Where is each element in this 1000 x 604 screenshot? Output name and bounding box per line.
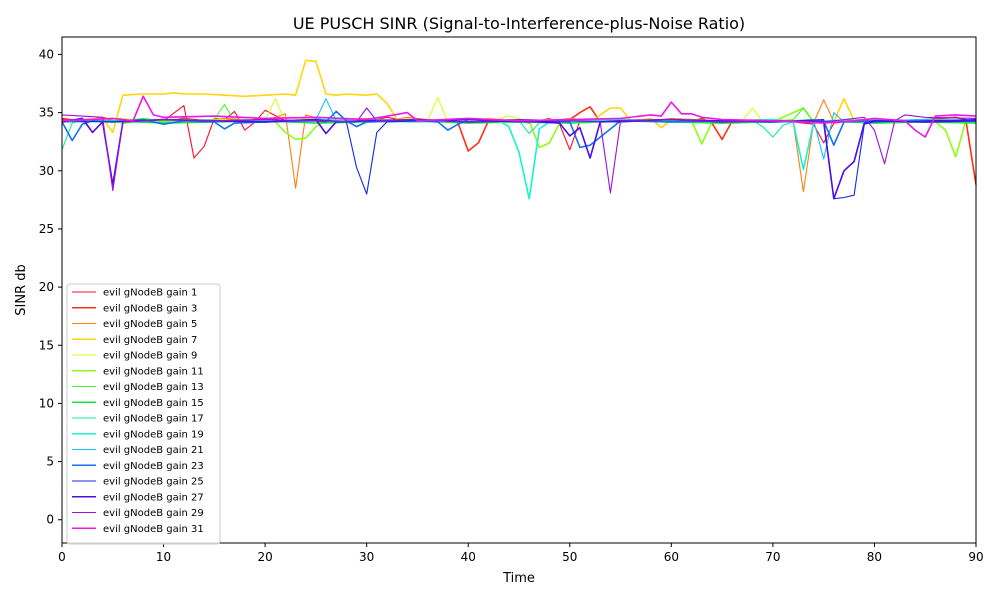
- legend-label: evil gNodeB gain 7: [103, 335, 197, 346]
- y-tick-label: 40: [39, 47, 54, 61]
- y-tick-label: 15: [39, 338, 54, 352]
- y-tick-label: 35: [39, 106, 54, 120]
- y-tick-label: 20: [39, 280, 54, 294]
- legend-label: evil gNodeB gain 3: [103, 303, 197, 314]
- plot-series-group: [61, 59, 977, 200]
- x-tick-label: 20: [257, 550, 272, 564]
- legend-label: evil gNodeB gain 5: [103, 319, 197, 330]
- x-axis-label: Time: [502, 571, 535, 586]
- legend-label: evil gNodeB gain 11: [103, 366, 204, 377]
- legend-label: evil gNodeB gain 25: [103, 477, 204, 488]
- legend-label: evil gNodeB gain 17: [103, 414, 204, 425]
- x-tick-label: 90: [968, 550, 983, 564]
- legend-label: evil gNodeB gain 19: [103, 429, 204, 440]
- y-tick-label: 0: [46, 513, 54, 527]
- x-tick-label: 30: [359, 550, 374, 564]
- series-line-16: [61, 95, 977, 138]
- series-line-3: [61, 99, 976, 193]
- legend-label: evil gNodeB gain 29: [103, 508, 204, 519]
- legend-label: evil gNodeB gain 1: [103, 288, 197, 299]
- x-tick-label: 0: [58, 550, 66, 564]
- legend-label: evil gNodeB gain 23: [103, 461, 204, 472]
- x-tick-label: 50: [562, 550, 577, 564]
- legend-label: evil gNodeB gain 15: [103, 398, 204, 409]
- y-axis: 0 5 10 15 20 25 30 35 40: [39, 47, 62, 527]
- legend-box: [66, 283, 221, 545]
- series-line-14: [61, 117, 977, 200]
- y-tick-label: 10: [39, 396, 54, 410]
- chart-title: UE PUSCH SINR (Signal-to-Interference-pl…: [293, 14, 745, 33]
- legend: evil gNodeB gain 1 evil gNodeB gain 3 evil…: [66, 283, 221, 545]
- y-tick-label: 25: [39, 222, 54, 236]
- plot-frame: [61, 36, 977, 544]
- y-tick-label: 5: [46, 455, 54, 469]
- legend-label: evil gNodeB gain 21: [103, 445, 204, 456]
- x-tick-label: 40: [461, 550, 476, 564]
- x-tick-label: 60: [664, 550, 679, 564]
- x-tick-label: 70: [765, 550, 780, 564]
- x-tick-label: 80: [867, 550, 882, 564]
- legend-label: evil gNodeB gain 27: [103, 492, 204, 503]
- legend-label: evil gNodeB gain 31: [103, 524, 204, 535]
- x-axis: 0 10 20 30 40 50 60 70 80 90: [58, 543, 984, 564]
- y-tick-label: 30: [39, 164, 54, 178]
- y-axis-label: SINR db: [14, 264, 29, 315]
- x-tick-label: 10: [156, 550, 171, 564]
- legend-label: evil gNodeB gain 13: [103, 382, 204, 393]
- legend-label: evil gNodeB gain 9: [103, 351, 197, 362]
